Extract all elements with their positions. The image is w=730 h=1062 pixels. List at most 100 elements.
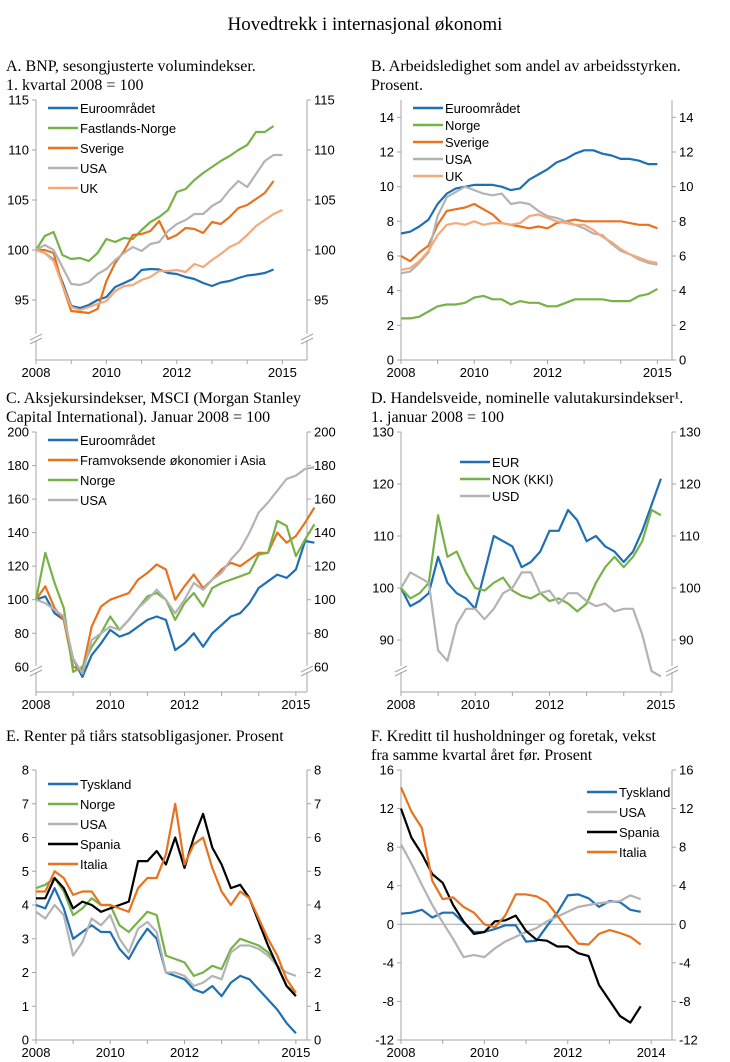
y-tick-label-right: 115 bbox=[314, 93, 335, 108]
x-tick-label: 2008 bbox=[22, 1045, 51, 1060]
legend-label: Spania bbox=[80, 837, 121, 852]
y-tick-label-right: 12 bbox=[679, 145, 693, 160]
x-tick-label: 2015 bbox=[646, 697, 675, 712]
y-tick-label-right: 90 bbox=[679, 633, 693, 648]
x-tick-label: 2015 bbox=[643, 365, 672, 380]
y-tick-label-left: 16 bbox=[380, 763, 394, 778]
x-tick-label: 2008 bbox=[387, 1045, 416, 1060]
y-tick-label-left: 3 bbox=[22, 931, 29, 946]
axis-break-mark bbox=[394, 665, 408, 673]
y-tick-label-left: 100 bbox=[7, 243, 29, 258]
x-tick-label: 2012 bbox=[553, 1045, 582, 1060]
y-tick-label-right: 100 bbox=[314, 592, 336, 607]
y-tick-label-right: 105 bbox=[314, 193, 336, 208]
y-tick-label-left: 1 bbox=[22, 999, 29, 1014]
legend-item: Sverige bbox=[413, 135, 489, 150]
series-line-norge bbox=[35, 876, 297, 994]
y-tick-label-left: 4 bbox=[22, 898, 29, 913]
legend-item: UK bbox=[413, 169, 463, 184]
y-tick-label-left: 180 bbox=[7, 458, 29, 473]
legend-label: Italia bbox=[619, 845, 647, 860]
chart-svg: 90 90 100 100 110 110 120 120 130 130 2008 2010 2012… bbox=[372, 425, 701, 713]
y-tick-label-right: 0 bbox=[679, 917, 686, 932]
x-tick-label: 2010 bbox=[96, 697, 125, 712]
series-line-tyskland bbox=[35, 886, 297, 1035]
axis-break-mark bbox=[300, 665, 314, 673]
series-line-norge bbox=[401, 287, 658, 320]
legend-item: USA bbox=[48, 161, 107, 176]
axis-break-mark bbox=[665, 669, 679, 677]
axis-break-mark bbox=[300, 337, 314, 345]
y-tick-label-left: 2 bbox=[22, 965, 29, 980]
legend-label: Framvoksende økonomier i Asia bbox=[80, 453, 266, 468]
y-tick-label-right: 8 bbox=[679, 840, 686, 855]
legend-label: Euroområdet bbox=[445, 101, 521, 116]
y-tick-label-left: 12 bbox=[380, 801, 394, 816]
y-tick-label-left: 8 bbox=[22, 763, 29, 778]
legend-label: USA bbox=[80, 817, 107, 832]
legend-label: Tyskland bbox=[619, 785, 670, 800]
chart-title: A. BNP, sesongjusterte volumindekser. 1.… bbox=[6, 58, 256, 94]
x-tick-label: 2012 bbox=[170, 1045, 199, 1060]
y-tick-label-right: 140 bbox=[314, 525, 336, 540]
x-tick-label: 2010 bbox=[460, 365, 489, 380]
y-tick-label-right: 60 bbox=[314, 659, 328, 674]
y-tick-label-right: 8 bbox=[679, 214, 686, 229]
y-tick-label-right: 2 bbox=[314, 965, 321, 980]
legend-item: USA bbox=[48, 817, 107, 832]
legend-item: Spania bbox=[587, 825, 660, 840]
series-line-uk bbox=[400, 213, 658, 271]
legend-item: USA bbox=[413, 152, 472, 167]
y-tick-label-left: -8 bbox=[382, 994, 394, 1009]
legend-label: Spania bbox=[619, 825, 660, 840]
y-tick-label-left: 0 bbox=[387, 353, 394, 368]
y-tick-label-left: 8 bbox=[387, 840, 394, 855]
y-tick-label-left: 140 bbox=[7, 525, 29, 540]
y-tick-label-left: 120 bbox=[372, 477, 394, 492]
series-line-italia bbox=[399, 786, 642, 946]
legend-label: USA bbox=[619, 805, 646, 820]
y-tick-label-right: 130 bbox=[679, 425, 701, 440]
y-tick-label-right: 110 bbox=[679, 529, 700, 544]
y-tick-label-left: 6 bbox=[387, 249, 394, 264]
x-tick-label: 2010 bbox=[96, 1045, 125, 1060]
legend-label: Euroområdet bbox=[80, 101, 156, 116]
chart-svg: -12 -12 -8 -8 -4 -4 0 0 4 4 8 8 12 12 16 16 2008 2010 2012… bbox=[375, 763, 698, 1061]
y-tick-label-left: 10 bbox=[380, 179, 394, 194]
chart-panel-b: B. Arbeidsledighet som andel av arbeidss… bbox=[365, 57, 730, 382]
series-line-italia bbox=[36, 802, 297, 994]
y-tick-label-right: 16 bbox=[679, 763, 693, 778]
series-line-usd bbox=[400, 571, 662, 678]
chart-title: F. Kreditt til husholdninger og foretak,… bbox=[371, 728, 656, 764]
chart-svg: 0 0 1 1 2 2 3 3 4 4 5 5 6 6 7 7 8 8 2008 2010 2012 2015 Tyskla… bbox=[22, 763, 322, 1061]
series-line-usa bbox=[400, 843, 642, 959]
y-tick-label-right: 5 bbox=[314, 864, 321, 879]
series-line-norge bbox=[34, 519, 316, 673]
chart-svg: 95 95 100 100 105 105 110 110 115 115 2008 2010 2012… bbox=[7, 93, 336, 381]
legend-item: Fastlands-Norge bbox=[48, 121, 176, 136]
y-tick-label-right: -8 bbox=[679, 994, 691, 1009]
series-line-euroområdet bbox=[400, 149, 658, 235]
y-tick-label-right: 4 bbox=[679, 283, 686, 298]
y-tick-label-right: 2 bbox=[679, 318, 686, 333]
y-tick-label-left: 12 bbox=[380, 145, 394, 160]
x-tick-label: 2012 bbox=[533, 365, 562, 380]
legend-item: Framvoksende økonomier i Asia bbox=[48, 453, 266, 468]
legend-item: Sverige bbox=[48, 141, 124, 156]
y-tick-label-left: 4 bbox=[387, 283, 394, 298]
x-tick-label: 2015 bbox=[281, 697, 310, 712]
legend-label: Sverige bbox=[80, 141, 124, 156]
y-tick-label-left: 120 bbox=[7, 559, 29, 574]
chart-panel-d: D. Handelsveide, nominelle valutakursind… bbox=[365, 389, 730, 714]
x-tick-label: 2010 bbox=[92, 365, 121, 380]
series-line-euroområdet bbox=[35, 539, 315, 678]
legend-label: Euroområdet bbox=[80, 433, 156, 448]
y-tick-label-right: 110 bbox=[314, 143, 335, 158]
legend-item: USA bbox=[48, 493, 107, 508]
y-tick-label-right: -4 bbox=[679, 955, 691, 970]
legend-label: Sverige bbox=[445, 135, 489, 150]
y-tick-label-right: 100 bbox=[314, 243, 336, 258]
chart-title: B. Arbeidsledighet som andel av arbeidss… bbox=[371, 58, 681, 94]
axis-break-mark bbox=[29, 665, 43, 673]
axis-break-mark bbox=[29, 333, 43, 341]
